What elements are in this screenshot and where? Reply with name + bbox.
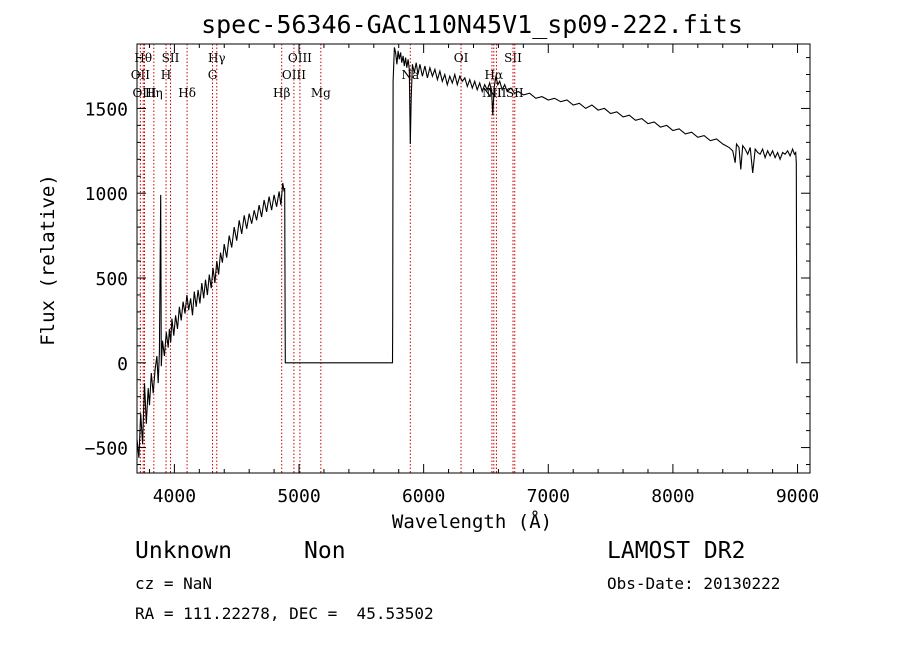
y-tick-label: 1500 bbox=[85, 99, 128, 120]
marker-label: OIII bbox=[282, 68, 306, 82]
coordinates-text: RA = 111.22278, DEC = 45.53502 bbox=[135, 604, 434, 623]
x-tick-label: 6000 bbox=[402, 486, 445, 507]
object-class: Unknown bbox=[135, 538, 232, 564]
spectrum-chart: spec-56346-GAC110N45V1_sp09-222.fits OII… bbox=[37, 10, 819, 533]
x-tick-label: 9000 bbox=[776, 486, 819, 507]
marker-label: OIII bbox=[288, 51, 312, 65]
redshift-text: cz = NaN bbox=[135, 574, 213, 593]
marker-label: Mg bbox=[311, 86, 331, 100]
x-tick-label: 8000 bbox=[651, 486, 694, 507]
marker-label: Hα bbox=[485, 68, 504, 82]
marker-label: Na bbox=[401, 68, 419, 82]
y-tick-label: 1000 bbox=[85, 184, 128, 205]
object-subclass: Non bbox=[304, 538, 346, 564]
marker-label: Hδ bbox=[178, 86, 196, 100]
plot-frame bbox=[136, 43, 811, 474]
x-tick-label: 5000 bbox=[277, 486, 320, 507]
survey-name: LAMOST DR2 bbox=[607, 538, 746, 564]
marker-label: SII bbox=[504, 51, 522, 65]
obs-date-text: Obs-Date: 20130222 bbox=[607, 574, 781, 593]
axis-ticks: 4000 5000 6000 7000 8000 9000 −500 0 500 1000 1500 bbox=[85, 44, 819, 507]
marker-label: Hη bbox=[145, 86, 163, 100]
x-tick-label: 7000 bbox=[527, 486, 570, 507]
marker-label: OI bbox=[454, 51, 469, 65]
y-tick-label: −500 bbox=[85, 439, 128, 460]
marker-label: Hθ bbox=[134, 51, 152, 65]
y-tick-label: 500 bbox=[95, 269, 128, 290]
spectral-line-markers: OIIHθOIIIHηHSIIHδGHγHβOIIIOIIIMgNaOINIIH… bbox=[131, 44, 524, 473]
marker-label: OIII bbox=[132, 86, 156, 100]
y-tick-label: 0 bbox=[117, 354, 128, 375]
spectrum-line bbox=[136, 47, 798, 458]
marker-label: G bbox=[208, 68, 218, 82]
marker-label: H bbox=[161, 68, 171, 82]
marker-label: Hβ bbox=[273, 86, 290, 100]
x-axis-label: Wavelength (Å) bbox=[392, 510, 552, 533]
marker-label: Hγ bbox=[208, 51, 226, 65]
marker-label: SII bbox=[162, 51, 180, 65]
y-axis-label: Flux (relative) bbox=[37, 174, 59, 346]
x-tick-label: 4000 bbox=[153, 486, 196, 507]
chart-title: spec-56346-GAC110N45V1_sp09-222.fits bbox=[201, 10, 743, 39]
